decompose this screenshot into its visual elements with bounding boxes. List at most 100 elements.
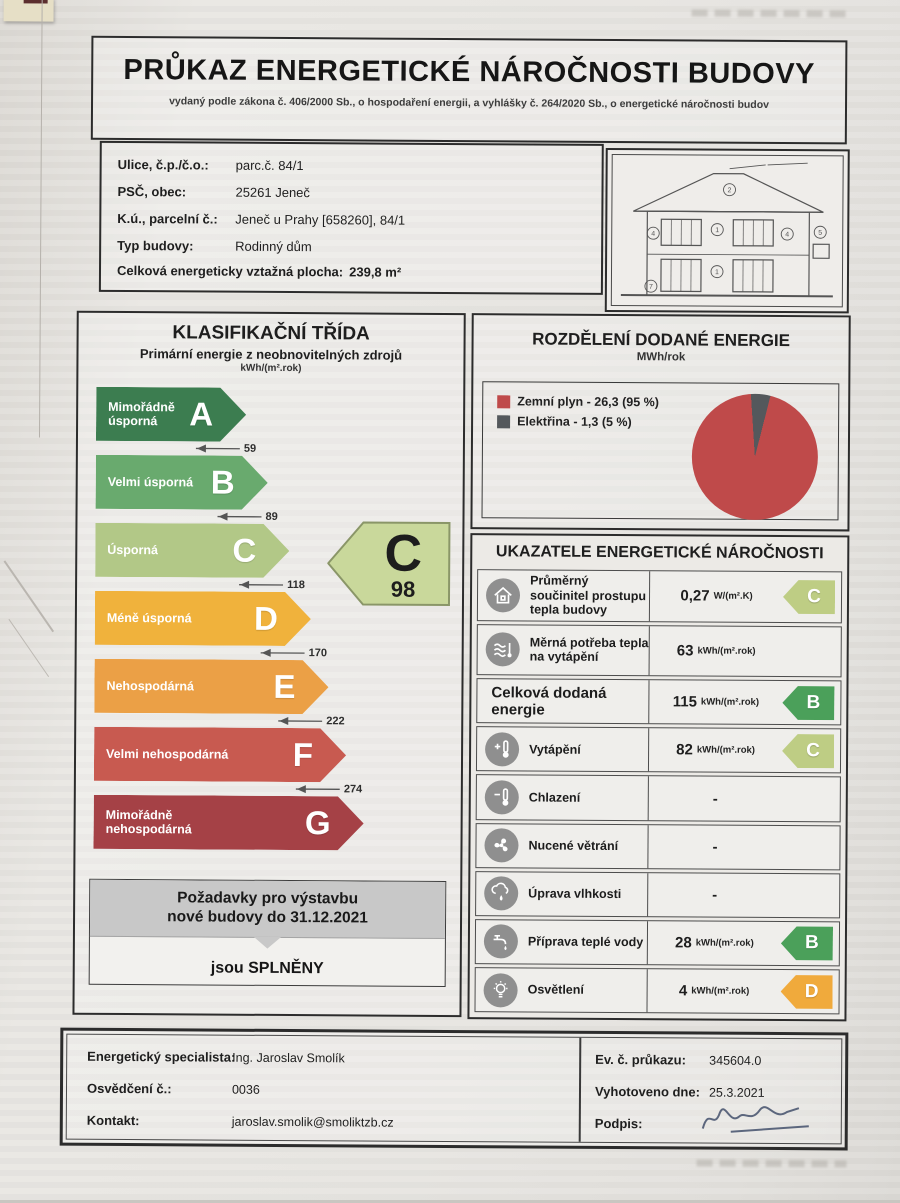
classification-title: KLASIFIKAČNÍ TŘÍDA xyxy=(79,322,464,346)
page-title: PRŮKAZ ENERGETICKÉ NÁROČNOSTI BUDOVY xyxy=(93,54,845,92)
footer-inner: Energetický specialista: Ing. Jaroslav S… xyxy=(66,1034,843,1145)
heat-waves-icon xyxy=(486,633,520,667)
cert-label: Osvědčení č.: xyxy=(87,1081,172,1097)
svg-text:1: 1 xyxy=(715,269,719,276)
indicators-box: UKAZATELE ENERGETICKÉ NÁROČNOSTI Průměrn… xyxy=(467,533,849,1021)
building-drawing-box: 4 1 1 4 5 7 2 xyxy=(605,148,850,313)
svg-text:2: 2 xyxy=(728,187,732,194)
building-info-box: Ulice, č.p./č.o.: parc.č. 84/1 PSČ, obec… xyxy=(99,141,604,295)
classification-box: KLASIFIKAČNÍ TŘÍDA Primární energie z ne… xyxy=(72,311,465,1017)
indicator-row-lighting: Osvětlení 4 kWh/(m².rok) D xyxy=(474,967,839,1014)
pie-chart-area: Zemní plyn - 26,3 (95 %) Elektřina - 1,3… xyxy=(482,381,840,520)
indicator-row-cooling: Chlazení - xyxy=(476,775,841,822)
band-E: Nehospodárná E 222 xyxy=(94,659,451,729)
house-icon xyxy=(486,578,520,612)
indicator-row-heating: Vytápění 82 kWh/(m².rok) C xyxy=(476,726,841,773)
pie-legend: Zemní plyn - 26,3 (95 %) Elektřina - 1,3… xyxy=(497,394,659,435)
ev-value: 345604.0 xyxy=(709,1054,761,1068)
notch-down-icon xyxy=(253,937,281,949)
indicator-row-heat-transfer: Průměrný součinitel prostupu tepla budov… xyxy=(477,569,842,623)
info-area-row: Celková energeticky vztažná plocha:239,8… xyxy=(117,263,401,280)
info-row: Ulice, č.p./č.o.: parc.č. 84/1 xyxy=(118,157,209,173)
svg-text:1: 1 xyxy=(715,227,719,234)
requirements-box: Požadavky pro výstavbu nové budovy do 31… xyxy=(89,879,447,987)
current-class-value: 98 xyxy=(391,577,416,602)
ev-label: Ev. č. průkazu: xyxy=(595,1052,686,1068)
signature-label: Podpis: xyxy=(595,1116,643,1131)
energy-split-title: ROZDĚLENÍ DODANÉ ENERGIE xyxy=(474,329,849,351)
energy-split-box: ROZDĚLENÍ DODANÉ ENERGIE MWh/rok Zemní p… xyxy=(470,313,850,531)
class-badge: C xyxy=(782,734,834,768)
bleed-through-text xyxy=(697,1160,847,1173)
left-arrow-icon xyxy=(209,512,261,522)
header-box: PRŮKAZ ENERGETICKÉ NÁROČNOSTI BUDOVY vyd… xyxy=(91,36,848,145)
legend-item: Zemní plyn - 26,3 (95 %) xyxy=(497,394,659,409)
band-G: Mimořádně nehospodárná G xyxy=(93,795,450,865)
indicator-row-ventilation: Nucené větrání - xyxy=(475,823,840,870)
bleed-through-text xyxy=(692,9,850,22)
left-arrow-icon xyxy=(270,716,322,726)
faucet-icon xyxy=(484,925,518,959)
legend-swatch-gas xyxy=(497,395,510,408)
date-label: Vyhotoveno dne: xyxy=(595,1084,700,1100)
left-arrow-icon xyxy=(231,580,283,590)
indicators-title: UKAZATELE ENERGETICKÉ NÁROČNOSTI xyxy=(472,543,847,563)
bulb-icon xyxy=(484,973,518,1007)
class-badge: B xyxy=(782,686,834,720)
humidity-icon xyxy=(484,876,518,910)
page-edge-crease xyxy=(8,619,49,677)
class-badge: D xyxy=(781,975,833,1009)
svg-text:5: 5 xyxy=(818,230,822,237)
paper-clip xyxy=(24,0,48,4)
indicator-row-heat-demand: Měrná potřeba tepla na vytápění 63 kWh/(… xyxy=(477,624,842,678)
info-row: K.ú., parcelní č.: Jeneč u Prahy [658260… xyxy=(117,211,218,227)
thermometer-minus-icon xyxy=(485,780,519,814)
fan-icon xyxy=(484,828,518,862)
current-class-letter: C xyxy=(384,525,422,583)
current-class-marker: C 98 xyxy=(327,520,452,612)
class-badge: B xyxy=(781,926,833,960)
cert-value: 0036 xyxy=(232,1083,260,1097)
threshold: 170 xyxy=(253,646,452,661)
contact-value: jaroslav.smolik@smoliktzb.cz xyxy=(232,1115,394,1130)
specialist-value: Ing. Jaroslav Smolík xyxy=(232,1051,345,1066)
house-elevation-drawing: 4 1 1 4 5 7 2 xyxy=(612,155,843,306)
pie-chart xyxy=(691,393,818,520)
indicator-row-total-energy: Celková dodaná energie 115 kWh/(m².rok) … xyxy=(476,678,841,725)
threshold: 274 xyxy=(288,782,451,797)
left-arrow-icon xyxy=(288,784,340,794)
threshold: 222 xyxy=(270,714,451,729)
legend-item: Elektřina - 1,3 (5 %) xyxy=(497,414,659,429)
indicator-row-humidity: Úprava vlhkosti - xyxy=(475,871,840,918)
indicator-row-hot-water: Příprava teplé vody 28 kWh/(m².rok) B xyxy=(475,919,840,966)
page-subtitle: vydaný podle zákona č. 406/2000 Sb., o h… xyxy=(93,95,845,112)
building-drawing: 4 1 1 4 5 7 2 xyxy=(611,154,844,307)
left-arrow-icon xyxy=(253,648,305,658)
band-B: Velmi úsporná B 89 xyxy=(95,455,452,525)
specialist-label: Energetický specialista: xyxy=(87,1049,235,1065)
band-A: Mimořádně úsporná A 59 xyxy=(96,387,453,457)
contact-label: Kontakt: xyxy=(87,1113,140,1128)
classification-subtitle: Primární energie z neobnovitelných zdroj… xyxy=(78,346,463,363)
left-arrow-icon xyxy=(188,443,240,453)
info-row: PSČ, obec: 25261 Jeneč xyxy=(117,184,186,199)
indicators-table: Průměrný součinitel prostupu tepla budov… xyxy=(474,569,842,1014)
info-row: Typ budovy: Rodinný dům xyxy=(117,238,193,253)
page-edge-line xyxy=(39,0,43,437)
energy-split-unit: MWh/rok xyxy=(473,350,848,364)
legend-swatch-electricity xyxy=(497,415,510,428)
svg-text:4: 4 xyxy=(651,231,655,238)
class-badge: C xyxy=(783,580,835,614)
svg-text:7: 7 xyxy=(649,284,653,291)
requirements-header: Požadavky pro výstavbu nové budovy do 31… xyxy=(90,880,445,939)
requirements-result: jsou SPLNĚNY xyxy=(90,959,445,979)
energy-class-scale: Mimořádně úsporná A 59 Velmi úsporná B 8… xyxy=(93,387,453,865)
svg-text:4: 4 xyxy=(785,232,789,239)
signature xyxy=(697,1097,817,1140)
band-F: Velmi nehospodárná F 274 xyxy=(94,727,451,797)
classification-unit: kWh/(m².rok) xyxy=(78,362,463,375)
thermometer-plus-icon xyxy=(485,732,519,766)
footer-box: Energetický specialista: Ing. Jaroslav S… xyxy=(60,1028,849,1151)
footer-divider xyxy=(579,1038,582,1142)
